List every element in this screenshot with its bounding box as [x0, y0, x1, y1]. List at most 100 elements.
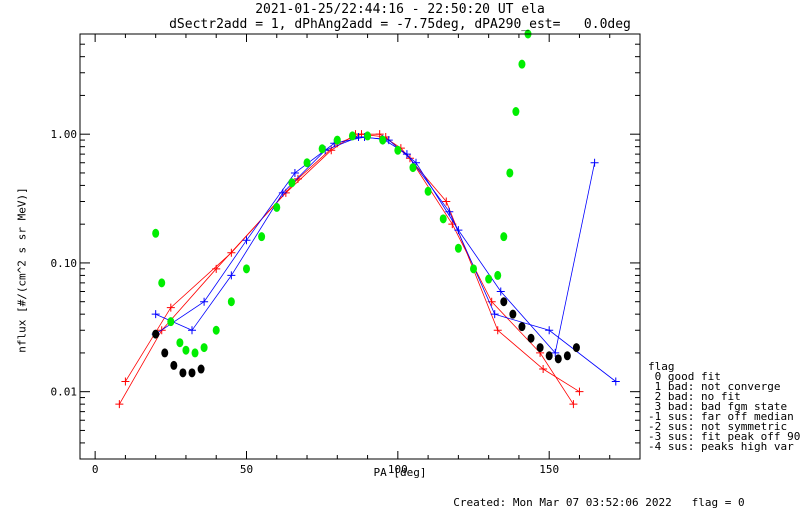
fit-point: [179, 368, 187, 378]
data-point: [611, 377, 620, 386]
y-tick-label: 1.00: [51, 128, 78, 141]
fit-point: [227, 297, 235, 307]
fit-point: [242, 264, 250, 274]
data-point: [402, 150, 411, 159]
series-line: [125, 133, 574, 405]
fit-point: [439, 214, 447, 224]
fit-point: [509, 309, 517, 319]
data-point: [290, 168, 299, 177]
data-point: [575, 387, 584, 396]
data-point: [590, 158, 599, 167]
data-point: [493, 326, 502, 335]
data-point: [545, 326, 554, 335]
fit-point: [512, 107, 520, 117]
fit-point: [303, 158, 311, 168]
fit-point: [273, 202, 281, 212]
series-4-green: [152, 29, 532, 358]
fit-point: [563, 351, 571, 361]
fit-point: [197, 364, 205, 374]
fit-point: [191, 348, 199, 358]
data-point: [375, 130, 384, 139]
data-point: [227, 271, 236, 280]
data-point: [454, 226, 463, 235]
series-0-red: [115, 130, 584, 409]
data-point: [151, 310, 160, 319]
legend-entry-3: 3 bad: bad fgm state: [648, 400, 788, 413]
fit-point: [152, 329, 160, 339]
fit-point: [500, 297, 508, 307]
y-tick-label: 0.10: [51, 257, 78, 270]
chart-title-line1: 2021-01-25/22:44:16 - 22:50:20 UT ela: [255, 2, 545, 17]
series-3-blue: [151, 133, 599, 357]
fit-point: [545, 351, 553, 361]
fit-point: [161, 348, 169, 358]
fit-point: [288, 178, 296, 188]
fit-point: [500, 232, 508, 242]
fit-point: [212, 325, 220, 335]
fit-point: [200, 343, 208, 353]
y-axis-label: nflux [#/(cm^2 s sr MeV)]: [15, 187, 29, 353]
chart-title-line2: dSectr2add = 1, dPhAng2add = -7.75deg, d…: [169, 17, 631, 32]
fit-point: [188, 368, 196, 378]
fit-point: [348, 131, 356, 141]
fit-point: [364, 131, 372, 141]
series-line: [155, 136, 595, 354]
data-point: [166, 303, 175, 312]
fit-point: [158, 278, 166, 288]
legend-entry-0: 0 good fit: [648, 370, 721, 383]
fit-point: [527, 333, 535, 343]
fit-point: [409, 163, 417, 173]
data-point: [551, 348, 560, 357]
legend-entry-2: 2 bad: no fit: [648, 390, 741, 403]
fit-point: [518, 322, 526, 332]
fit-point: [572, 343, 580, 353]
fit-point: [506, 168, 514, 178]
data-point: [227, 248, 236, 257]
data-point: [496, 287, 505, 296]
series-5-black: [152, 297, 580, 378]
fit-point: [182, 345, 190, 355]
x-tick-label: 0: [92, 463, 99, 476]
fit-point: [333, 135, 341, 145]
fit-point: [170, 360, 178, 370]
axes-layer: 0 50 100 150 0.01 0.10 1.00: [51, 33, 640, 476]
x-tick-label: 100: [388, 463, 408, 476]
legend-entry-1: 1 bad: not converge: [648, 380, 781, 393]
legend-entry-4: -1 sus: far off median: [648, 410, 794, 423]
data-point: [121, 377, 130, 386]
fit-point: [485, 274, 493, 284]
footer-created: Created: Mon Mar 07 03:52:06 2022 flag =…: [440, 483, 745, 509]
fit-point: [152, 228, 160, 238]
x-tick-label: 150: [539, 463, 559, 476]
fit-point: [258, 232, 266, 242]
data-point: [200, 297, 209, 306]
legend-entry-6: -3 sus: fit peak off 90: [648, 430, 800, 443]
fit-point: [494, 270, 502, 280]
fit-point: [176, 338, 184, 348]
x-axis-label: PA [deg]: [373, 466, 427, 479]
flag-value: flag = 0: [691, 496, 745, 509]
series-layer: [115, 29, 620, 409]
data-point: [242, 236, 251, 245]
fit-point: [454, 243, 462, 253]
fit-point: [518, 59, 526, 69]
fit-point: [379, 135, 387, 145]
created-timestamp: Created: Mon Mar 07 03:52:06 2022: [453, 496, 672, 509]
fit-point: [394, 145, 402, 155]
data-point: [490, 310, 499, 319]
data-point: [442, 197, 451, 206]
fit-point: [536, 343, 544, 353]
fit-point: [424, 186, 432, 196]
fit-point: [318, 144, 326, 154]
y-tick-label: 0.01: [51, 386, 78, 399]
data-point: [539, 365, 548, 374]
legend-entry-7: -4 sus: peaks high var: [648, 440, 794, 453]
data-point: [188, 326, 196, 335]
plot-frame: [79, 33, 641, 460]
data-point: [293, 174, 302, 183]
fit-point: [470, 264, 478, 274]
series-2-blue: [151, 133, 620, 386]
x-tick-label: 50: [240, 463, 253, 476]
legend-title: flag: [648, 360, 675, 373]
